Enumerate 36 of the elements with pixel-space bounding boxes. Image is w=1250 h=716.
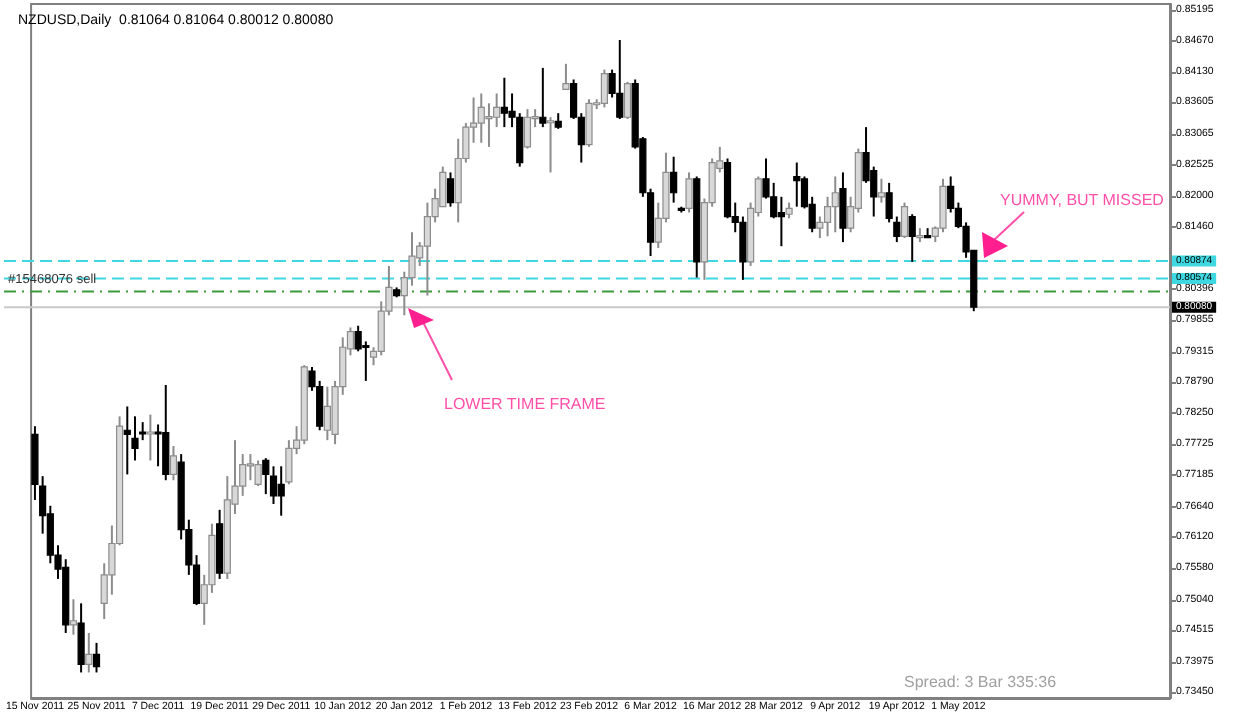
candlestick [908,213,916,263]
annotation: Spread: 3 Bar 335:36 [904,673,1058,691]
candlestick [69,598,78,636]
candlestick [777,195,785,248]
candlestick [123,405,131,476]
candlestick [539,66,547,129]
candlestick [585,98,593,148]
candlestick [162,383,170,482]
candlestick [546,116,555,174]
candlestick [169,444,178,482]
candlestick [77,602,85,674]
candlestick [939,177,947,234]
candlestick [623,80,632,120]
candlestick [793,161,801,208]
candlestick [562,62,570,91]
candlestick [900,201,909,240]
candlestick [500,76,508,129]
candlestick [600,68,608,109]
candlestick [685,171,693,214]
candlestick [323,385,331,442]
annotation: LOWER TIME FRAME [444,395,606,413]
candlestick [831,175,839,234]
candlestick [85,631,93,674]
candlestick [446,171,455,208]
candlestick [262,457,270,496]
candlestick [877,177,886,204]
candlestick [616,39,624,120]
candlestick [839,171,847,244]
candlestick [523,108,532,150]
annotation: YUMMY, BUT MISSED [1000,191,1165,209]
candlestick [477,92,485,144]
candlestick [146,413,154,462]
candlestick [277,465,285,517]
candlestick [92,641,101,674]
candlestick [670,155,678,204]
candlestick [254,459,262,488]
